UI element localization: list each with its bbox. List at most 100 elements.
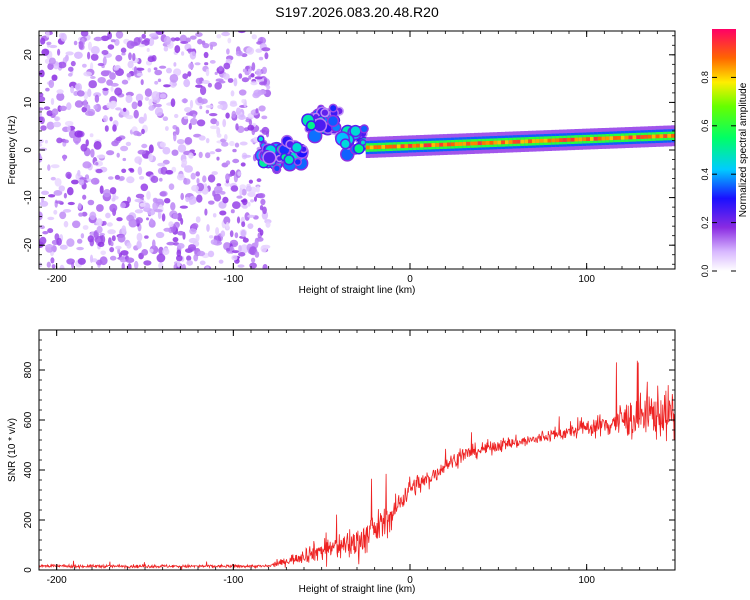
spectrogram-blob-core [307,121,316,130]
spectrogram-line-segment [419,143,425,148]
spectrogram-line-segment [373,145,379,150]
spectrogram-blob [50,257,55,264]
spectrogram-blob [220,230,226,237]
spectrogram-blob [96,204,104,212]
spectrogram-blob [88,80,97,89]
spectrogram-blob [234,142,240,148]
spectrogram-line-segment [381,145,386,149]
spectrogram-blob [217,104,224,110]
spectrogram-blob [150,175,159,183]
spectrogram-blob [242,198,248,206]
spectrogram-blob [227,78,234,83]
spectrogram-blob [229,140,235,147]
spectrogram-blob [103,189,111,198]
spectrogram-blob [51,108,59,116]
spectrogram-blob [120,250,129,256]
spectrogram-blob [203,51,209,59]
spectrogram-blob [236,216,241,224]
spectrogram-blob [54,116,61,122]
spectrogram-blob-core [258,136,263,142]
spectrogram-blob [113,65,119,71]
spectrogram-blob [176,139,185,145]
spectrogram-blob [200,86,207,96]
spectrogram-line-segment [655,134,661,139]
spectrogram-line-segment [489,140,494,145]
spectrogram-blob [108,176,114,180]
spectrogram-blob [177,230,185,236]
spectrogram-line-segment [369,145,375,150]
colorbar-tick-label: 0.8 [700,71,710,84]
spectrogram-blob [186,48,196,52]
spectrogram-line-segment [481,141,487,145]
spectrogram-blob [140,79,144,86]
spectrogram-blob [187,244,197,251]
spectrogram-blob [170,98,176,108]
spectrogram-line-segment [543,138,549,143]
spectrogram-blob [174,37,181,42]
spectrogram-blob [72,220,81,229]
spectrogram-blob [155,31,165,35]
spectrogram-blob [239,141,248,146]
spectrogram-blob [45,244,53,248]
spectrogram-blob [99,256,108,266]
spectrogram-line-segment [408,144,413,148]
spectrogram-blob [112,124,117,132]
colorbar-tick-label: 0.2 [700,216,710,229]
spectrogram-blob [110,241,114,247]
spectrogram-blob [115,136,123,142]
spectrogram-blob [87,199,95,206]
spectrogram-blob [63,209,72,213]
spectrogram-blob [144,96,150,101]
spectrogram-line-segment [663,134,668,138]
spectrogram-blob [248,75,252,80]
spectrogram-blob [57,48,61,56]
spectrogram-blob [90,46,100,55]
spectrogram-blob [74,100,84,108]
spectrogram-blob [143,260,152,266]
spectrogram-blob [185,112,193,116]
spectrogram-blob-core [354,144,364,154]
spectrogram-blob [56,89,64,94]
spectrogram-blob [74,51,83,59]
snr-y-tick-label: 200 [23,511,34,528]
spectrogram-blob [134,198,143,203]
spectrogram-blob [221,31,231,37]
spectrogram-blob [66,238,75,247]
spectrogram-blob [172,213,179,220]
spectrogram-blob [152,197,158,203]
spectrogram-blob [90,62,94,71]
spectrogram-blob [95,162,99,166]
spectrogram-blob [254,196,257,202]
spectrogram-blob [133,37,141,46]
spectrogram-blob [122,157,127,162]
spectrogram-blob [209,113,218,117]
spectrogram-blob [231,110,237,119]
spectrogram-line-segment [516,139,522,144]
spectrogram-blob [107,44,115,50]
spectrogram-x-tick-label: -200 [47,274,67,285]
spectrogram-blob [183,115,188,120]
spectrogram-blob [241,204,248,209]
spectrogram-blob [47,216,55,221]
spectrogram-line-segment [620,135,626,140]
spectrogram-blob [207,174,216,183]
spectrogram-blob [121,168,127,173]
spectrogram-blob-core [285,155,294,164]
snr-axes: -200 -100 0 100 0 200 400 600 800 [23,329,676,586]
spectrogram-blob [43,106,51,111]
spectrogram-blob [101,50,109,55]
spectrogram-line-segment [450,142,456,147]
spectrogram-blob [73,40,78,46]
spectrogram-line-segment [365,145,371,150]
spectrogram-blob [192,113,197,119]
spectrogram-blob [229,230,234,238]
spectrogram-blob [237,125,245,133]
spectrogram-blob [66,102,72,111]
spectrogram-blob [56,92,65,102]
spectrogram-blob [47,228,54,234]
spectrogram-blob [154,69,163,76]
spectrogram-blob [53,209,58,215]
snr-panel: -200 -100 0 100 0 200 400 600 800 Height of stra… [7,329,676,595]
spectrogram-line-segment [416,143,421,148]
spectrogram-blob-core [321,109,328,116]
